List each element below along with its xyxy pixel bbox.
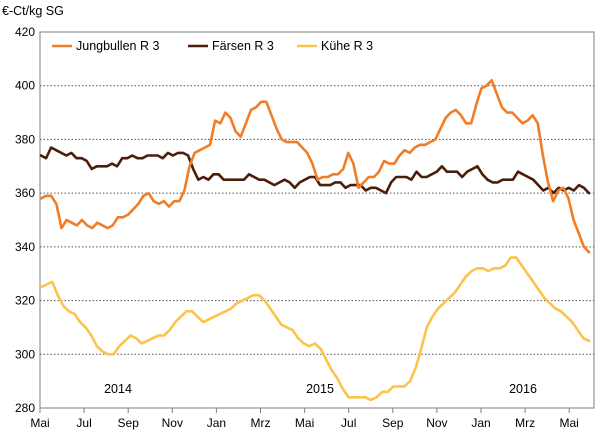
x-tick-label: Mrz (515, 416, 535, 430)
x-tick-label: Jan (207, 416, 226, 430)
y-tick-label: 420 (15, 25, 35, 39)
y-tick-label: 300 (15, 347, 35, 361)
y-tick-label: 360 (15, 186, 35, 200)
x-tick-label: Jul (341, 416, 356, 430)
legend-label: Jungbullen R 3 (76, 39, 159, 53)
x-tick-label: Mrz (251, 416, 271, 430)
x-tick-label: Sep (382, 416, 404, 430)
y-tick-label: 320 (15, 294, 35, 308)
series-line-0 (39, 79, 591, 254)
plot-area (39, 31, 595, 409)
legend-item-0: Jungbullen R 3 (52, 39, 159, 53)
y-tick-label: 280 (15, 401, 35, 415)
year-label: 2014 (104, 382, 132, 396)
series-line-2 (39, 256, 591, 402)
x-tick-label: Mai (30, 416, 49, 430)
year-label: 2016 (509, 382, 537, 396)
series-lines (39, 79, 591, 402)
y-tick-label: 400 (15, 79, 35, 93)
y-axis-ticks: 280 300 320 340 360 380 400 420 (15, 25, 35, 415)
x-tick-label: Sep (118, 416, 140, 430)
y-tick-label: 380 (15, 132, 35, 146)
y-axis-unit-label: €-Ct/kg SG (2, 4, 64, 18)
legend-label: Färsen R 3 (212, 39, 274, 53)
year-label: 2015 (306, 382, 334, 396)
x-tick-label: Mai (560, 416, 579, 430)
x-tick-label: Nov (426, 416, 447, 430)
x-tick-label: Mai (295, 416, 314, 430)
gridlines (40, 85, 594, 355)
x-tick-label: Nov (162, 416, 183, 430)
legend-label: Kühe R 3 (321, 39, 373, 53)
legend-item-2: Kühe R 3 (297, 39, 373, 53)
x-tick-label: Jan (471, 416, 490, 430)
series-line-1 (39, 146, 591, 195)
y-tick-label: 340 (15, 240, 35, 254)
x-axis-ticks: Mai Jul Sep Nov Jan Mrz Mai Jul Sep Nov Jan Mrz Mai (30, 408, 579, 430)
x-tick-label: Jul (76, 416, 91, 430)
year-labels: 2014 2015 2016 (104, 382, 537, 396)
legend-item-1: Färsen R 3 (188, 39, 274, 53)
legend: Jungbullen R 3 Färsen R 3 Kühe R 3 (52, 39, 373, 53)
